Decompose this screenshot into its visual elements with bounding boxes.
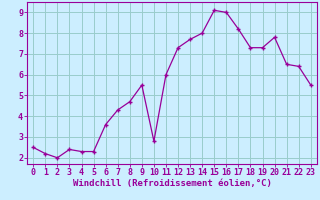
X-axis label: Windchill (Refroidissement éolien,°C): Windchill (Refroidissement éolien,°C) bbox=[73, 179, 271, 188]
